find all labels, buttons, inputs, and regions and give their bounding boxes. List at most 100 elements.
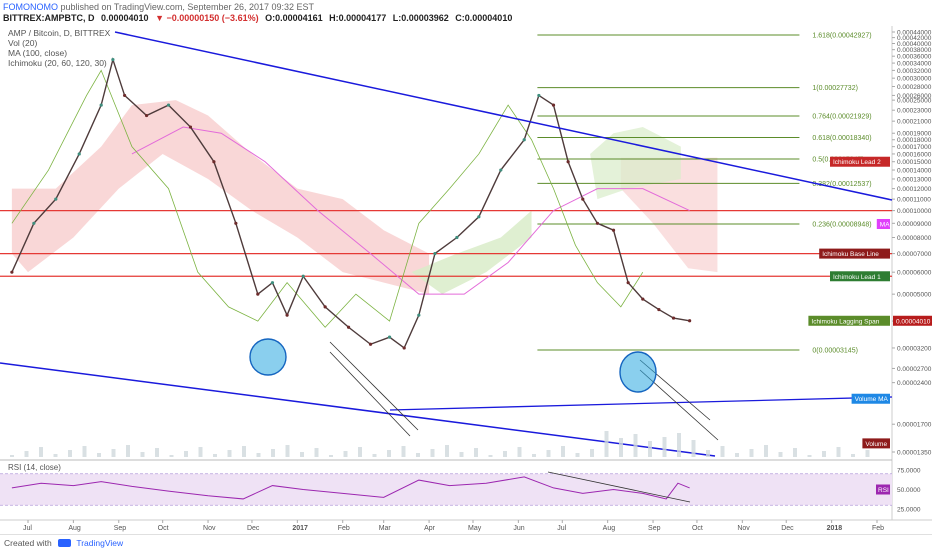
value-label-bg xyxy=(893,315,932,326)
volume-bar xyxy=(401,446,406,457)
fib-level-label: 0.764(0.00021929) xyxy=(812,113,871,120)
price-point xyxy=(144,113,149,118)
ichimoku-cloud-green xyxy=(411,210,532,295)
price-point xyxy=(551,103,556,107)
volume-bar xyxy=(619,438,623,457)
publisher-line: FOMONOMO published on TradingView.com, S… xyxy=(3,2,314,13)
value-label: MA xyxy=(880,222,890,229)
y-tick-label: 0.00023000 xyxy=(897,108,932,115)
fib-level-label: 0.236(0.00008948) xyxy=(812,222,871,229)
price-series-line xyxy=(11,57,690,350)
lower-trend-line xyxy=(0,362,716,457)
x-tick-label: Feb xyxy=(872,525,884,532)
volume-bar xyxy=(604,431,609,457)
price-point xyxy=(188,125,193,129)
volume-bar xyxy=(474,448,478,457)
price-point xyxy=(522,138,526,142)
price-point xyxy=(10,270,14,274)
y-tick-label: 0.00036000 xyxy=(897,54,932,61)
volume-bar xyxy=(372,454,377,457)
volume-bar xyxy=(590,449,594,457)
tradingview-brand[interactable]: TradingView xyxy=(76,538,124,548)
volume-bar xyxy=(662,437,667,457)
volume-bar xyxy=(111,449,116,457)
value-label-bg xyxy=(819,248,890,259)
value-label-bg xyxy=(808,315,890,326)
rsi-y-tick-label: 50.0000 xyxy=(897,487,921,494)
legend-symbol[interactable]: AMP / Bitcoin, D, BITTREX xyxy=(8,28,111,38)
price-point xyxy=(301,274,305,278)
channel-line xyxy=(329,341,419,431)
volume-bar xyxy=(517,447,522,457)
legend-ichimoku[interactable]: Ichimoku (20, 60, 120, 30) xyxy=(8,58,107,68)
volume-bar xyxy=(300,452,304,457)
x-tick-label: Nov xyxy=(203,525,216,532)
rsi-trend-line xyxy=(547,471,691,503)
rsi-title: RSI (14, close) xyxy=(8,463,61,472)
price-point xyxy=(270,281,275,285)
y-tick-label: 0.00003200 xyxy=(897,345,932,352)
legend-volume[interactable]: Vol (20) xyxy=(8,38,38,48)
legend-ma[interactable]: MA (100, close) xyxy=(8,48,68,58)
price-point xyxy=(402,346,406,350)
highlight-circle xyxy=(249,338,287,376)
y-tick-label: 0.00021000 xyxy=(897,119,932,126)
ichimoku-cloud-future xyxy=(620,157,718,273)
volume-bar xyxy=(851,454,855,457)
price-point xyxy=(166,103,171,107)
y-tick-label: 0.00018000 xyxy=(897,137,932,144)
value-label-bg xyxy=(830,156,890,167)
volume-bar xyxy=(242,446,246,457)
price-change: ▼ −0.00000150 (−3.61%) xyxy=(155,13,259,23)
volume-bar xyxy=(459,452,464,457)
y-tick-label: 0.00025000 xyxy=(897,98,932,105)
x-tick-label: May xyxy=(468,525,482,532)
price-point xyxy=(77,152,81,156)
volume-bar xyxy=(198,447,203,457)
price-point xyxy=(285,313,289,317)
footer: Created with TradingView xyxy=(0,534,932,551)
price-point xyxy=(417,313,421,317)
volume-bar xyxy=(39,447,43,457)
volume-bar xyxy=(155,448,159,457)
rsi-label: RSI xyxy=(878,487,889,494)
rsi-y-tick-label: 25.0000 xyxy=(897,507,921,514)
y-tick-label: 0.00013000 xyxy=(897,176,932,183)
y-tick-label: 0.00030000 xyxy=(897,76,932,83)
price-point xyxy=(688,319,692,323)
x-tick-label: Sep xyxy=(648,525,661,532)
y-tick-label: 0.00032000 xyxy=(897,68,932,75)
y-tick-label: 0.00002700 xyxy=(897,366,932,373)
price-point xyxy=(54,197,58,201)
y-tick-label: 0.00001700 xyxy=(897,422,932,429)
volume-bar xyxy=(271,449,275,457)
published-text: published on TradingView.com, September … xyxy=(60,2,315,12)
publisher-name[interactable]: FOMONOMO xyxy=(3,2,58,12)
price-point xyxy=(657,307,661,312)
volume-bar xyxy=(256,453,261,457)
y-tick-label: 0.00002400 xyxy=(897,380,932,387)
volume-bar xyxy=(343,451,348,457)
volume-bar xyxy=(184,451,188,457)
fib-level-label: 0.618(0.00018340) xyxy=(812,135,871,142)
value-label: Ichimoku Lead 1 xyxy=(833,274,881,281)
volume-bar xyxy=(764,445,768,457)
rsi-band xyxy=(0,473,892,506)
x-tick-label: Oct xyxy=(158,525,169,532)
close-value: C:0.00004010 xyxy=(455,13,513,23)
price-point xyxy=(212,160,216,164)
value-label: Volume MA xyxy=(855,396,889,403)
price-point xyxy=(99,103,103,107)
volume-bar xyxy=(633,434,638,457)
y-tick-label: 0.00034000 xyxy=(897,61,932,68)
volume-bar xyxy=(97,453,101,457)
y-tick-label: 0.00044000 xyxy=(897,30,932,37)
y-tick-label: 0.00008000 xyxy=(897,235,932,242)
volume-bar xyxy=(503,451,507,457)
ichimoku-lagging-span xyxy=(11,69,644,328)
x-tick-label: Sep xyxy=(114,525,127,532)
volume-bar xyxy=(227,450,232,457)
volume-bar xyxy=(865,450,870,457)
x-tick-label: Feb xyxy=(338,525,350,532)
